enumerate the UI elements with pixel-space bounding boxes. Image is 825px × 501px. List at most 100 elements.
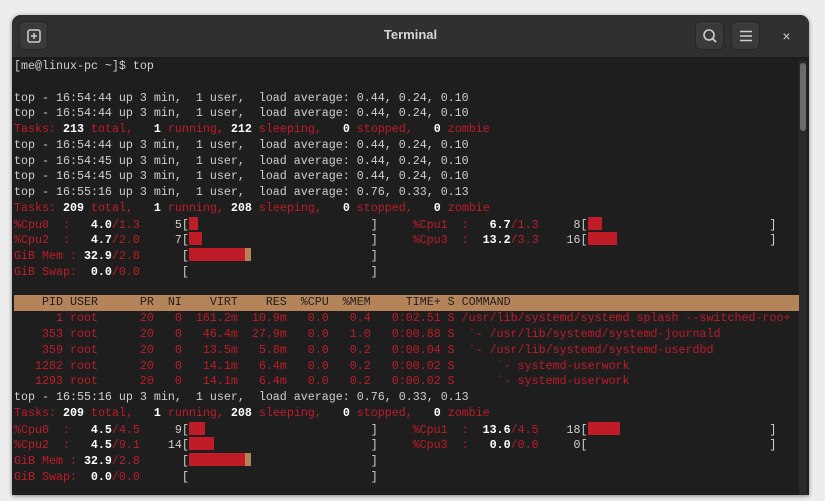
meter-value: 32.9/2.8 <box>84 454 140 470</box>
text-segment: top - 16:54:44 up 3 min, 1 user, load av… <box>14 137 469 152</box>
text-segment: total, <box>83 200 154 215</box>
meter-limit: /4.5 <box>510 422 539 437</box>
output-line <box>14 280 797 296</box>
meter-label: %Cpu1 : <box>412 217 469 232</box>
text-segment: stopped, <box>349 200 434 215</box>
meter-current: 13.2 <box>482 233 511 248</box>
text-segment: 353 root 20 0 46.4m 27.9m 0.0 1.0 0:00.8… <box>14 327 721 342</box>
meter-limit: /1.3 <box>510 217 539 232</box>
output-line: top - 16:54:44 up 3 min, 1 user, load av… <box>14 106 797 122</box>
bracket-open: [ <box>181 233 189 248</box>
meter-current: 4.7 <box>90 233 112 248</box>
output-line: top - 16:55:16 up 3 min, 1 user, load av… <box>14 390 797 406</box>
text-segment: 0 <box>433 200 441 215</box>
meter: %Cpu1 : 6.7/1.3 8[] <box>412 216 776 234</box>
output-line: Tasks: 213 total, 1 running, 212 sleepin… <box>14 122 797 138</box>
text-segment: 0 <box>342 405 350 420</box>
meter-line: %Cpu2 :4.5/9.1 14[] %Cpu3 :0.0/0.0 0[] <box>14 437 797 453</box>
meter-limit: /0.0 <box>510 438 539 453</box>
meter-value: 6.7/1.3 <box>483 218 539 234</box>
meter-label: %Cpu0 : <box>14 217 70 232</box>
meter-value: 13.2/3.3 <box>483 233 539 249</box>
window-title: Terminal <box>383 27 438 42</box>
meter-count: 14 <box>167 438 182 453</box>
bracket-open: [ <box>181 217 189 232</box>
text-segment: total, <box>83 122 154 137</box>
search-button[interactable] <box>695 21 724 50</box>
text-segment: top - 16:54:44 up 3 min, 1 user, load av… <box>14 90 469 105</box>
meter-value: 0.0/0.0 <box>84 470 140 486</box>
meter-fill <box>188 248 246 262</box>
bracket-close: ] <box>370 422 378 437</box>
output-line: top - 16:55:16 up 3 min, 1 user, load av… <box>14 185 797 201</box>
process-table-header: PID USER PR NI VIRT RES %CPU %MEM TIME+ … <box>14 295 799 312</box>
bracket-open: [ <box>580 422 588 437</box>
meter-fill <box>188 421 206 435</box>
meter: %Cpu2 : 4.5/9.1 14[] <box>14 437 413 454</box>
meter-current: 0.0 <box>90 264 112 279</box>
text-segment: [me@linux-pc ~]$ top <box>14 59 154 73</box>
meter-line: GiB Swap: 0.0/0.0 [] <box>14 469 797 485</box>
text-segment: 1 <box>153 405 161 420</box>
meter-line: %Cpu0 :4.5/4.5 9[] %Cpu1 :13.6/4.5 18[] <box>14 421 797 438</box>
text-segment: 208 <box>230 405 252 420</box>
meter-line: GiB Swap: 0.0/0.0 [] <box>14 264 797 280</box>
meter-count: 0 <box>573 438 581 453</box>
meter-bar <box>587 421 770 435</box>
meter-current: 13.6 <box>482 422 511 437</box>
process-row: 359 root 20 0 13.5m 5.8m 0.0 0.2 0:00.04… <box>14 343 797 359</box>
process-row: 353 root 20 0 46.4m 27.9m 0.0 1.0 0:00.8… <box>14 327 797 343</box>
meter-line: GiB Mem : 32.9/2.8 [] <box>14 248 797 264</box>
text-segment: Tasks: <box>14 405 63 420</box>
bracket-close: ] <box>370 217 378 232</box>
text-segment: zombie <box>440 122 490 137</box>
meter-limit: /4.5 <box>111 422 140 437</box>
new-tab-icon <box>26 28 41 43</box>
meter-count: 5 <box>174 217 182 232</box>
meter-current: 32.9 <box>83 249 112 264</box>
output-line: Tasks: 209 total, 1 running, 208 sleepin… <box>14 406 797 422</box>
meter-line: %Cpu0 :4.0/1.3 5[] %Cpu1 :6.7/1.3 8[] <box>14 216 797 234</box>
meter-value: 4.7/2.0 <box>84 233 140 249</box>
meter-limit: /1.3 <box>111 217 140 232</box>
text-segment: sleeping, <box>251 405 343 420</box>
scrollbar[interactable] <box>799 61 807 495</box>
meter-value: 0.0/0.0 <box>483 438 539 454</box>
bracket-close: ] <box>370 469 378 484</box>
scrollbar-thumb[interactable] <box>800 63 806 131</box>
text-segment: sleeping, <box>251 200 343 215</box>
meter-bar <box>188 437 371 451</box>
meter-limit: /9.1 <box>111 438 140 453</box>
text-segment: sleeping, <box>251 122 343 137</box>
meter-current: 4.0 <box>90 217 112 232</box>
text-segment: Tasks: <box>14 200 63 215</box>
text-segment: 0 <box>342 200 350 215</box>
meter-fill <box>587 232 617 246</box>
text-segment: stopped, <box>349 122 434 137</box>
output-line: Tasks: 209 total, 1 running, 208 sleepin… <box>14 201 797 217</box>
meter-value: 32.9/2.8 <box>84 249 140 265</box>
text-segment: top - 16:55:16 up 3 min, 1 user, load av… <box>14 185 469 200</box>
meter-fill <box>587 216 603 230</box>
meter-label: %Cpu1 : <box>412 422 469 437</box>
meter-current: 32.9 <box>83 454 112 469</box>
output-line: [me@linux-pc ~]$ top <box>14 59 797 75</box>
meter-limit: /0.0 <box>111 264 140 279</box>
close-button[interactable]: × <box>772 21 801 50</box>
text-segment: 1 <box>153 200 161 215</box>
text-segment: 213 <box>62 122 84 137</box>
search-icon <box>702 28 717 43</box>
new-tab-button[interactable] <box>19 21 48 50</box>
menu-button[interactable] <box>731 21 760 50</box>
text-segment: PID USER PR NI VIRT RES %CPU %MEM TIME+ … <box>14 295 511 310</box>
meter-label: GiB Swap: <box>14 469 77 484</box>
meter-limit: /2.8 <box>111 454 140 469</box>
meter-fill <box>188 232 202 246</box>
meter: GiB Mem : 32.9/2.8 [] <box>14 248 378 265</box>
text-segment: running, <box>160 405 231 420</box>
meter-fill <box>188 453 246 467</box>
terminal-window: Terminal × [me@linux-pc ~]$ top top - 16:… <box>12 15 809 495</box>
bracket-close: ] <box>370 438 378 453</box>
meter-count: 16 <box>566 233 581 248</box>
meter-label: %Cpu0 : <box>14 422 70 437</box>
